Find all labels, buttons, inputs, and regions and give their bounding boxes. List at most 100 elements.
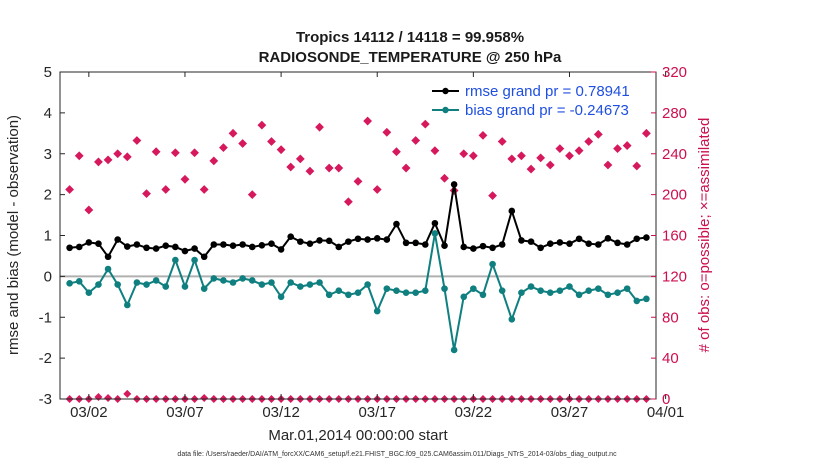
y-axis-left-label: rmse and bias (model - observation) (5, 115, 22, 355)
rmse-point (297, 238, 304, 245)
x-tick-label: 03/22 (455, 404, 493, 421)
obs-possible-point (199, 185, 209, 194)
bias-point (498, 287, 506, 294)
bias-point (412, 289, 419, 297)
obs-possible-point (219, 143, 228, 153)
y-left-tick-label: -3 (39, 391, 52, 408)
obs-possible-point (103, 155, 113, 165)
bias-point (537, 287, 544, 294)
tick-labels: -3 -2 -1 0 1 2 3 4 5 0 40 80 120 160 200 240 280 320 03/02… (39, 64, 687, 421)
rmse-point (306, 240, 314, 247)
x-tick-label: 03/07 (166, 404, 204, 421)
bias-point (546, 289, 554, 297)
bias-point (191, 256, 198, 264)
rmse-point (498, 241, 506, 248)
bias-point (643, 295, 650, 303)
rmse-point (489, 244, 496, 252)
rmse-point (268, 240, 275, 247)
obs-possible-point (382, 127, 392, 137)
obs-possible-point (180, 174, 190, 184)
obs-possible-point (151, 147, 161, 157)
x-tick-label: 03/17 (358, 404, 396, 421)
bias-point (604, 291, 612, 299)
bias-point (441, 285, 448, 292)
y-right-tick-label: 280 (662, 105, 687, 122)
bias-point (364, 281, 371, 288)
bias-point (277, 293, 285, 301)
y-right-tick-label: 160 (662, 228, 687, 245)
y-right-tick-label: 120 (662, 268, 687, 285)
obs-possible-point (113, 149, 123, 159)
y-right-tick-label: 40 (662, 350, 679, 367)
obs-possible-point (84, 205, 94, 215)
obs-possible-point (478, 130, 488, 140)
rmse-point (393, 220, 400, 228)
rmse-point (364, 236, 371, 243)
rmse-point (152, 245, 160, 252)
rmse-point (479, 242, 487, 250)
rmse-point (527, 238, 535, 245)
axes (59, 71, 667, 400)
rmse-point (431, 219, 439, 227)
bias-point (633, 297, 641, 305)
bias-point (623, 285, 631, 292)
rmse-point (402, 239, 410, 247)
bias-point (518, 289, 525, 297)
obs-possible-point (343, 197, 353, 207)
x-axis-label: Mar.01,2014 00:00:00 start (268, 427, 448, 444)
legend: rmse grand pr = 0.78941 bias grand pr = … (432, 83, 630, 119)
obs-possible-point (122, 152, 132, 162)
obs-possible-point (517, 151, 526, 161)
bias-point (421, 287, 429, 294)
obs-possible-point (555, 144, 565, 154)
bias-point (123, 301, 131, 309)
rmse-point (258, 242, 266, 249)
obs-possible-point (459, 149, 469, 159)
rmse-point (470, 245, 477, 252)
obs-possible-point (574, 146, 584, 156)
bias-point (354, 289, 362, 297)
obs-possible-point (507, 154, 517, 164)
bias-point (220, 277, 227, 284)
bias-point (556, 287, 564, 294)
bias-point (306, 281, 314, 288)
obs-possible-point (622, 141, 632, 150)
rmse-point (181, 247, 189, 255)
rmse-point (210, 241, 218, 248)
rmse-point (383, 236, 391, 243)
obs-possible-point (324, 163, 334, 173)
obs-possible-point (65, 185, 75, 194)
rmse-point (643, 234, 650, 241)
obs-possible-point (276, 145, 286, 155)
bias-point (85, 289, 93, 297)
obs-possible-point (593, 129, 603, 139)
y-left-tick-label: 5 (44, 64, 52, 81)
bias-point (470, 285, 477, 292)
bias-point (210, 275, 218, 282)
y-left-tick-label: 4 (44, 105, 52, 122)
obs-possible-point (420, 119, 430, 129)
rmse-point (460, 243, 468, 251)
rmse-point (277, 246, 285, 253)
rmse-point (220, 241, 227, 248)
rmse-point (441, 242, 448, 250)
bias-point (460, 293, 468, 301)
rmse-point (85, 239, 93, 246)
rmse-point (546, 240, 554, 247)
rmse-point (143, 244, 150, 252)
legend-bias-label: bias grand pr = -0.24673 (465, 102, 629, 119)
bias-point (258, 281, 266, 288)
obs-possible-point (632, 161, 642, 171)
obs-possible-point (353, 176, 363, 186)
obs-possible-point (641, 128, 651, 138)
rmse-point (566, 240, 573, 247)
bias-point (114, 281, 121, 288)
rmse-point (633, 235, 641, 243)
rmse-point (325, 237, 333, 245)
bias-point (239, 275, 246, 282)
y-right-tick-label: 0 (662, 391, 670, 408)
obs-possible-point (315, 122, 324, 132)
rmse-point (66, 244, 73, 252)
